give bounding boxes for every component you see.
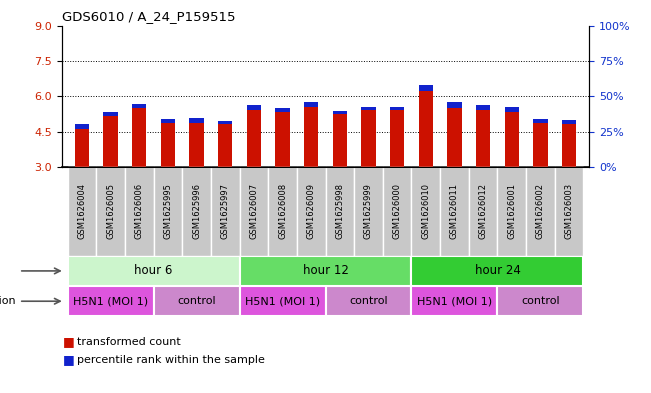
Bar (275, 108, 290, 112)
Bar (125, 167, 154, 256)
Bar (411, 167, 440, 256)
Text: H5N1 (MOI 1): H5N1 (MOI 1) (245, 296, 320, 306)
Text: GDS6010 / A_24_P159515: GDS6010 / A_24_P159515 (62, 10, 236, 23)
Bar (555, 167, 583, 256)
Bar (326, 286, 411, 316)
Text: ■: ■ (63, 353, 75, 366)
Bar (476, 105, 490, 110)
Bar (240, 256, 411, 286)
Text: GSM1626004: GSM1626004 (77, 184, 87, 239)
Bar (533, 123, 547, 167)
Bar (354, 167, 383, 256)
Bar (562, 124, 576, 167)
Text: control: control (521, 296, 560, 306)
Bar (304, 107, 318, 167)
Bar (189, 123, 204, 167)
Bar (154, 167, 182, 256)
Bar (447, 108, 462, 167)
Bar (104, 112, 118, 116)
Bar (75, 124, 89, 129)
Bar (161, 119, 175, 123)
Bar (390, 110, 404, 167)
Bar (211, 167, 240, 256)
Text: H5N1 (MOI 1): H5N1 (MOI 1) (417, 296, 492, 306)
Bar (440, 167, 469, 256)
Bar (68, 256, 240, 286)
Bar (161, 123, 175, 167)
Text: control: control (349, 296, 388, 306)
Text: GSM1626006: GSM1626006 (135, 183, 144, 239)
Bar (247, 105, 261, 110)
Text: GSM1626000: GSM1626000 (393, 184, 402, 239)
Bar (333, 114, 347, 167)
Bar (505, 112, 519, 167)
Bar (247, 110, 261, 167)
Text: GSM1626010: GSM1626010 (421, 184, 430, 239)
Bar (497, 286, 583, 316)
Bar (275, 112, 290, 167)
Bar (361, 107, 376, 110)
Bar (132, 108, 146, 167)
Bar (154, 286, 240, 316)
Bar (240, 167, 268, 256)
Bar (297, 167, 326, 256)
Text: GSM1626011: GSM1626011 (450, 184, 459, 239)
Bar (268, 167, 297, 256)
Text: GSM1625996: GSM1625996 (192, 184, 201, 239)
Text: GSM1626009: GSM1626009 (307, 184, 316, 239)
Text: hour 6: hour 6 (134, 264, 173, 277)
Bar (218, 121, 232, 124)
Bar (411, 286, 497, 316)
Bar (304, 102, 318, 107)
Bar (476, 110, 490, 167)
Bar (68, 167, 96, 256)
Text: GSM1626008: GSM1626008 (278, 183, 287, 239)
Bar (562, 120, 576, 124)
Bar (419, 91, 433, 167)
Bar (361, 110, 376, 167)
Bar (240, 286, 326, 316)
Text: percentile rank within the sample: percentile rank within the sample (77, 354, 265, 365)
Bar (469, 167, 497, 256)
Text: GSM1626007: GSM1626007 (249, 183, 258, 239)
Bar (411, 256, 583, 286)
Bar (96, 167, 125, 256)
Text: GSM1626003: GSM1626003 (564, 183, 574, 239)
Text: GSM1626002: GSM1626002 (536, 184, 545, 239)
Text: hour 24: hour 24 (475, 264, 520, 277)
Bar (326, 167, 354, 256)
Bar (68, 286, 154, 316)
Bar (132, 103, 146, 108)
Text: GSM1625998: GSM1625998 (335, 184, 344, 239)
Text: control: control (177, 296, 216, 306)
Bar (447, 102, 462, 108)
Bar (383, 167, 411, 256)
Text: GSM1625999: GSM1625999 (364, 184, 373, 239)
Text: GSM1626005: GSM1626005 (106, 184, 115, 239)
Bar (75, 129, 89, 167)
Bar (390, 107, 404, 110)
Text: GSM1625995: GSM1625995 (163, 184, 173, 239)
Bar (505, 107, 519, 112)
Bar (189, 118, 204, 123)
Text: infection: infection (0, 296, 16, 306)
Bar (419, 85, 433, 91)
Text: hour 12: hour 12 (303, 264, 348, 277)
Text: GSM1626012: GSM1626012 (478, 184, 488, 239)
Text: ■: ■ (63, 335, 75, 349)
Bar (218, 124, 232, 167)
Bar (497, 167, 526, 256)
Text: GSM1625997: GSM1625997 (221, 184, 230, 239)
Bar (533, 119, 547, 123)
Text: GSM1626001: GSM1626001 (507, 184, 516, 239)
Bar (526, 167, 555, 256)
Bar (333, 110, 347, 114)
Text: transformed count: transformed count (77, 337, 180, 347)
Text: H5N1 (MOI 1): H5N1 (MOI 1) (73, 296, 148, 306)
Bar (104, 116, 118, 167)
Bar (182, 167, 211, 256)
